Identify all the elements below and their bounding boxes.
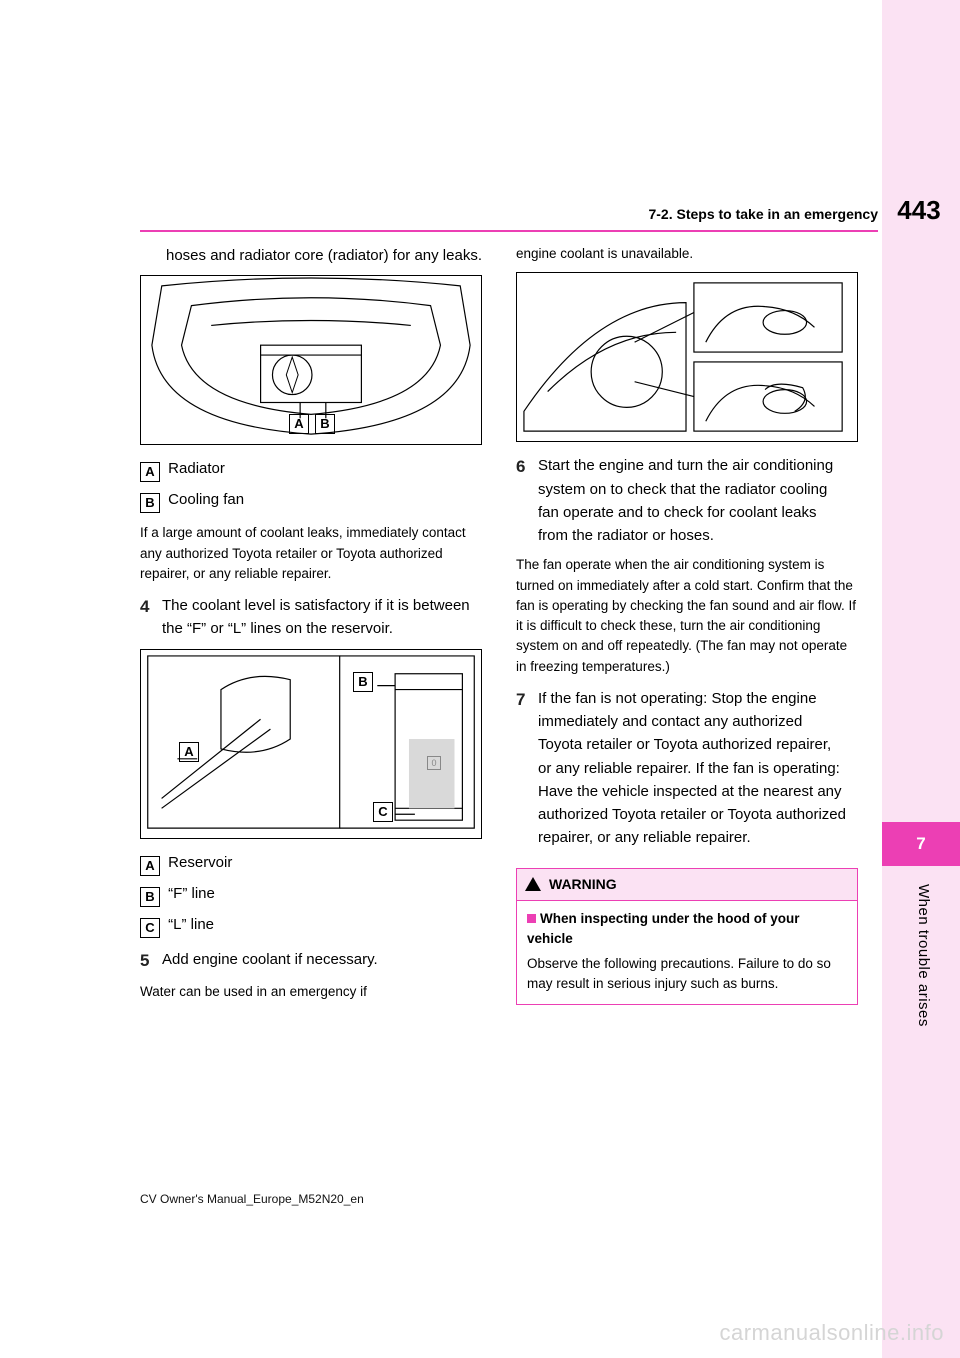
warning-header: WARNING [517,869,857,902]
warning-body: When inspecting under the hood of your v… [517,901,857,1004]
callout-c-icon: C [373,802,393,822]
note-text: If a large amount of coolant leaks, imme… [140,523,482,584]
warning-box: WARNING When inspecting under the hood o… [516,868,858,1006]
figure-engine-bay-svg [141,276,481,444]
figure-engine-bay: A B [140,275,482,445]
bullet-icon [527,914,536,923]
section-header: 7-2. Steps to take in an emergency [648,206,878,222]
step-5: 5Add engine coolant if necessary. [140,948,482,974]
step-number: 6 [516,454,538,480]
note-text: Water can be used in an emergency if [140,982,482,1002]
chapter-number: 7 [882,822,960,866]
figure-add-coolant-svg [517,273,857,441]
legend-a-text: Reservoir [168,854,232,871]
legend-a-box: A [140,856,160,876]
watermark: carmanualsonline.info [719,1320,944,1346]
step-text: If the fan is not operating: Stop the en… [538,687,846,850]
legend-row: B “F” line [140,882,482,907]
legend-row: B Cooling fan [140,488,482,513]
step-number: 7 [516,687,538,713]
legend-a-box: A [140,462,160,482]
warning-subheading: When inspecting under the hood of your v… [527,911,800,946]
legend-a-text: Radiator [168,460,225,477]
warning-title: WARNING [549,874,617,896]
page: 7 When trouble arises 7-2. Steps to take… [0,0,960,1358]
step-6: 6Start the engine and turn the air condi… [516,454,858,547]
step-text: Add engine coolant if necessary. [162,948,470,971]
legend-b-text: Cooling fan [168,491,244,508]
step-number: 5 [140,948,162,974]
content-columns: hoses and radiator core (radiator) for a… [140,244,860,1010]
callout-b-icon: B [353,672,373,692]
warning-icon [525,877,541,891]
chapter-title-vertical: When trouble arises [915,884,932,1027]
legend-row: A Radiator [140,457,482,482]
mini-icon: 0 [427,756,441,770]
left-column: hoses and radiator core (radiator) for a… [140,244,482,1010]
legend-b-text: “F” line [168,885,215,902]
callout-a-icon: A [179,742,199,762]
right-column: engine coolant is unavailable. [516,244,858,1010]
continuation-text: engine coolant is unavailable. [516,244,858,264]
step-4: 4The coolant level is satisfactory if it… [140,594,482,641]
page-number: 443 [878,195,960,226]
step-text: Start the engine and turn the air condit… [538,454,846,547]
warning-text: Observe the following precautions. Failu… [527,954,847,995]
figure-reservoir: A B C 0 [140,649,482,839]
legend-c-text: “L” line [168,916,214,933]
callout-a-icon: A [289,414,309,434]
footer-doc-id: CV Owner's Manual_Europe_M52N20_en [140,1192,364,1206]
legend-row: C “L” line [140,913,482,938]
legend-row: A Reservoir [140,851,482,876]
step-number: 4 [140,594,162,620]
callout-b-icon: B [315,414,335,434]
legend-b-box: B [140,887,160,907]
figure-add-coolant [516,272,858,442]
legend-c-box: C [140,918,160,938]
continuation-text: hoses and radiator core (radiator) for a… [140,244,482,267]
note-text: The fan operate when the air conditionin… [516,555,858,677]
legend-b-box: B [140,493,160,513]
step-text: The coolant level is satisfactory if it … [162,594,470,641]
step-7: 7If the fan is not operating: Stop the e… [516,687,858,850]
